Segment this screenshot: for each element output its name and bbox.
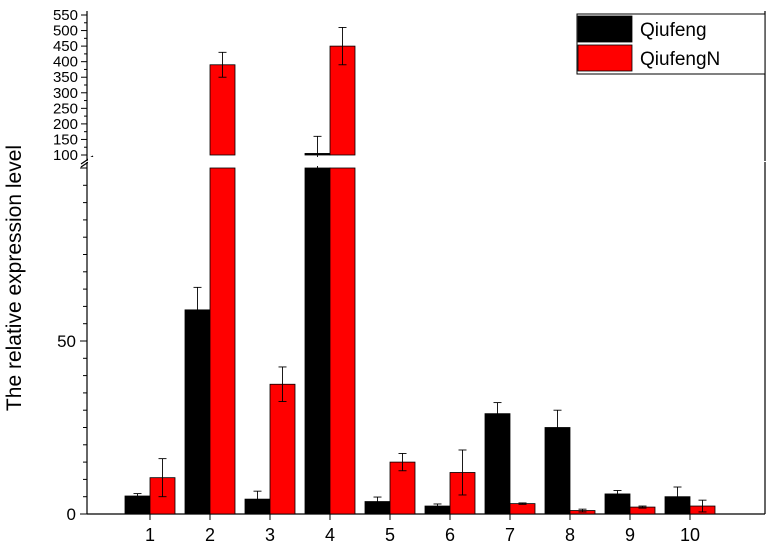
- y-tick-label: 550: [53, 7, 78, 24]
- x-tick-label: 8: [565, 525, 575, 544]
- axis-break-gap: [88, 157, 764, 166]
- x-tick-label: 10: [680, 525, 700, 544]
- x-tick-label: 3: [265, 525, 275, 544]
- y-tick-label: 400: [53, 54, 78, 71]
- y-tick-label: 500: [53, 23, 78, 40]
- bar-qiufeng: [304, 167, 331, 515]
- x-tick-label: 1: [145, 525, 155, 544]
- y-tick-label: 300: [53, 85, 78, 102]
- legend-swatch: [577, 15, 633, 43]
- y-tick-label: 150: [53, 131, 78, 148]
- legend-label: Qiufeng: [640, 20, 707, 41]
- y-tick-label: 100: [53, 147, 78, 164]
- x-tick-label: 7: [505, 525, 515, 544]
- y-tick-label: 200: [53, 116, 78, 133]
- legend-swatch: [577, 44, 633, 72]
- legend: Qiufeng QiufengN: [576, 13, 766, 75]
- y-axis-label: The relative expression level: [3, 145, 26, 411]
- x-tick-label: 5: [385, 525, 395, 544]
- x-tick-label: 9: [625, 525, 635, 544]
- x-tick-label: 2: [205, 525, 215, 544]
- legend-label: QiufengN: [640, 49, 720, 70]
- bar-qiufengn: [209, 167, 236, 515]
- bar-qiufeng: [184, 309, 211, 515]
- bar-qiufengn: [509, 503, 536, 515]
- axes: [80, 11, 766, 520]
- x-tick-label: 4: [325, 525, 335, 544]
- y-tick-label: 50: [57, 332, 76, 351]
- bar-qiufengn: [269, 383, 296, 515]
- error-bars: [88, 26, 764, 513]
- bar-qiufengn: [329, 167, 356, 515]
- y-tick-label: 450: [53, 38, 78, 55]
- y-tick-label: 0: [67, 505, 76, 524]
- y-tick-label: 350: [53, 69, 78, 86]
- bar-qiufengn: [209, 64, 236, 156]
- bars: [124, 45, 716, 515]
- y-tick-label: 250: [53, 100, 78, 117]
- bar-qiufeng: [484, 413, 511, 515]
- x-tick-label: 6: [445, 525, 455, 544]
